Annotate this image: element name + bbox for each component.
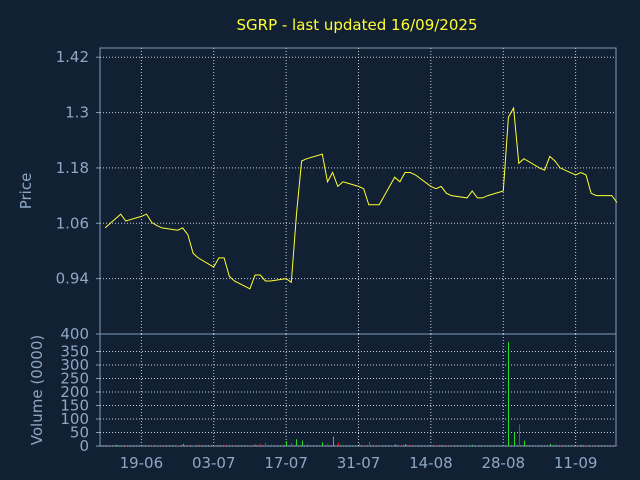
volume-y-tick-label: 400 [60, 325, 89, 343]
price-line [104, 106, 618, 290]
x-tick-label: 14-08 [409, 454, 453, 472]
volume-y-tick-label: 50 [70, 424, 89, 442]
volume-axis-label: Volume (0000) [28, 335, 46, 445]
x-tick-label: 31-07 [337, 454, 381, 472]
volume-y-tick-label: 0 [79, 437, 89, 455]
price-series [104, 106, 618, 290]
volume-y-tick-label: 150 [60, 397, 89, 415]
volume-bars [105, 342, 618, 446]
x-tick-labels: 19-06 03-07 17-07 31-07 14-08 28-08 11-09 [120, 454, 598, 472]
price-y-tick-label: 1.18 [56, 159, 89, 177]
price-grid [96, 48, 616, 334]
price-y-tick-label: 1.42 [56, 48, 89, 66]
volume-y-tick-label: 350 [60, 343, 89, 361]
volume-plot-area [99, 333, 617, 447]
x-tick-label: 03-07 [192, 454, 236, 472]
volume-y-tick-label: 300 [60, 356, 89, 374]
x-tick-label: 28-08 [481, 454, 525, 472]
x-tick-label: 19-06 [120, 454, 164, 472]
price-y-tick-label: 1.06 [56, 214, 89, 232]
volume-y-tick-label: 250 [60, 370, 89, 388]
price-y-tick-label: 1.3 [65, 104, 89, 122]
price-axis-label: Price [17, 173, 35, 210]
volume-grid [96, 333, 616, 447]
volume-y-tick-label: 100 [60, 410, 89, 428]
x-tick-label: 11-09 [554, 454, 598, 472]
chart-title: SGRP - last updated 16/09/2025 [237, 16, 478, 34]
price-y-tick-label: 0.94 [56, 270, 89, 288]
volume-y-tick-label: 200 [60, 383, 89, 401]
price-y-tick-labels: 1.42 1.3 1.18 1.06 0.94 [56, 48, 89, 287]
x-tick-label: 17-07 [264, 454, 308, 472]
